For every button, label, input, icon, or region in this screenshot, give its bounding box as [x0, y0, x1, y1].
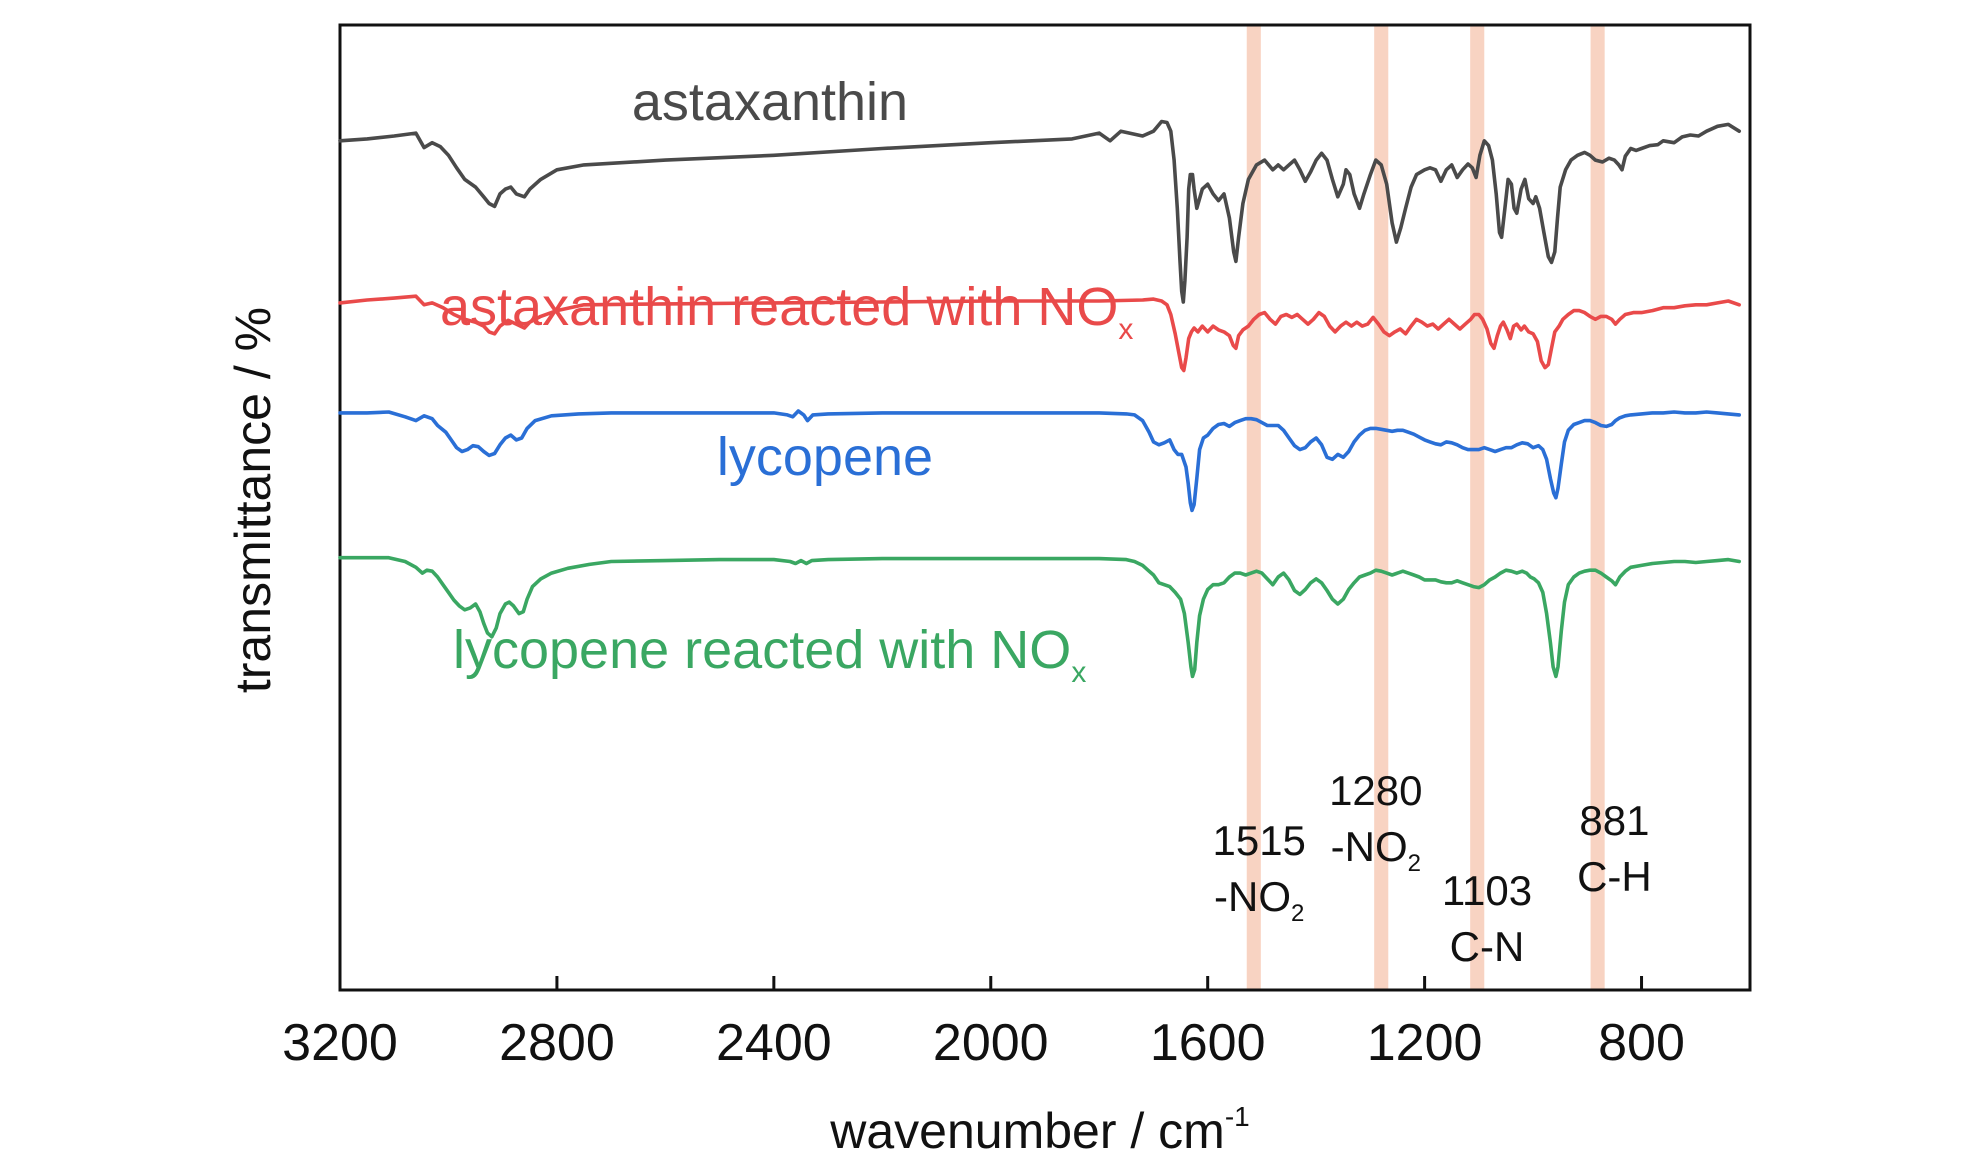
x-tick-label-2800: 2800 — [499, 1014, 615, 1072]
y-axis-title: transmittance / % — [225, 307, 281, 693]
series-label-astaxanthin-nox: astaxanthin reacted with NOx — [440, 277, 1133, 346]
annotation-wavenumber-1103: 1103 — [1442, 867, 1532, 914]
series-line-lycopene — [338, 409, 1741, 513]
plot-frame — [338, 23, 1752, 992]
x-axis-title: wavenumber / cm-1 — [829, 1101, 1250, 1157]
x-tick-label-1200: 1200 — [1367, 1014, 1483, 1072]
annotation-wavenumber-881: 881 — [1579, 797, 1649, 844]
highlight-bands — [1246, 25, 1605, 990]
x-tick-label-1600: 1600 — [1150, 1014, 1266, 1072]
highlight-band-1515 — [1246, 25, 1261, 990]
series-label-lycopene-nox: lycopene reacted with NOx — [453, 620, 1086, 689]
series-line-astaxanthin-reacted-with-nox — [338, 294, 1741, 373]
series-line-lycopene-reacted-with-nox — [338, 555, 1741, 679]
annotation-wavenumber-1280: 1280 — [1329, 767, 1422, 814]
annotation-group-1280: -NO2 — [1331, 823, 1421, 877]
annotation-group-1515: -NO2 — [1214, 873, 1304, 927]
series-labels: astaxanthin astaxanthin reacted with NOx… — [440, 72, 1133, 689]
x-tick-label-2400: 2400 — [716, 1014, 832, 1072]
x-axis: 3200 2800 2400 2000 1600 1200 800 — [282, 976, 1685, 1072]
annotation-group-881: C-H — [1577, 853, 1652, 900]
x-tick-label-2000: 2000 — [933, 1014, 1049, 1072]
band-annotations: 1515 -NO2 1280 -NO2 1103 C-N 881 C-H — [1212, 767, 1651, 970]
series-line-astaxanthin — [338, 119, 1741, 304]
highlight-band-881 — [1590, 25, 1605, 990]
x-tick-label-800: 800 — [1598, 1014, 1685, 1072]
highlight-band-1103 — [1470, 25, 1485, 990]
series-label-lycopene: lycopene — [717, 427, 933, 487]
highlight-band-1280 — [1374, 25, 1389, 990]
series-lines — [338, 119, 1741, 679]
x-tick-label-3200: 3200 — [282, 1014, 398, 1072]
annotation-group-1103: C-N — [1450, 923, 1525, 970]
annotation-wavenumber-1515: 1515 — [1212, 817, 1305, 864]
series-label-astaxanthin: astaxanthin — [632, 72, 908, 132]
